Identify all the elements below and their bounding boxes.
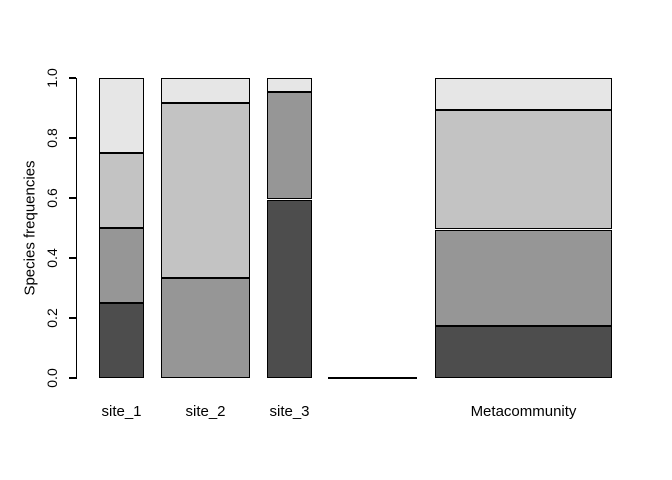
bar-segment-site_1-species_2 bbox=[99, 228, 144, 303]
x-axis-label-site_1: site_1 bbox=[101, 403, 142, 420]
x-axis-label-site_2: site_2 bbox=[185, 403, 226, 420]
x-axis-label-site_3: site_3 bbox=[269, 403, 310, 420]
bar-segment-site_3-species_1 bbox=[267, 199, 312, 378]
bar-segment-site_3-species_4 bbox=[267, 78, 312, 93]
y-axis-tick-label: 1.0 bbox=[44, 68, 60, 88]
y-axis-tick bbox=[68, 197, 76, 199]
bar-segment-site_3-species_2 bbox=[267, 92, 312, 200]
bar-segment-Metacommunity-species_1 bbox=[435, 325, 612, 378]
y-axis-tick-label: 0.0 bbox=[44, 368, 60, 388]
bar-segment-Metacommunity-species_2 bbox=[435, 229, 612, 326]
bar-segment-site_1-species_1 bbox=[99, 303, 144, 378]
zero-height-bar bbox=[328, 377, 417, 379]
y-axis-tick-label: 0.4 bbox=[44, 248, 60, 268]
y-axis-tick-label: 0.6 bbox=[44, 188, 60, 208]
bar-segment-Metacommunity-species_3 bbox=[435, 110, 612, 230]
y-axis-tick bbox=[68, 77, 76, 79]
y-axis-title: Species frequencies bbox=[21, 160, 39, 296]
bar-segment-site_1-species_4 bbox=[99, 78, 144, 153]
bar-segment-site_1-species_3 bbox=[99, 153, 144, 228]
x-axis-label-Metacommunity: Metacommunity bbox=[470, 403, 577, 420]
bar-segment-site_2-species_2 bbox=[161, 278, 250, 378]
y-axis-tick-label: 0.8 bbox=[44, 128, 60, 148]
y-axis-tick bbox=[68, 257, 76, 259]
bar-segment-site_2-species_4 bbox=[161, 78, 250, 103]
y-axis-line bbox=[75, 78, 77, 379]
y-axis-tick bbox=[68, 377, 76, 379]
y-axis-tick-label: 0.2 bbox=[44, 308, 60, 328]
bar-segment-site_2-species_3 bbox=[161, 103, 250, 278]
bar-segment-Metacommunity-species_4 bbox=[435, 78, 612, 111]
y-axis-tick bbox=[68, 137, 76, 139]
y-axis-tick bbox=[68, 317, 76, 319]
